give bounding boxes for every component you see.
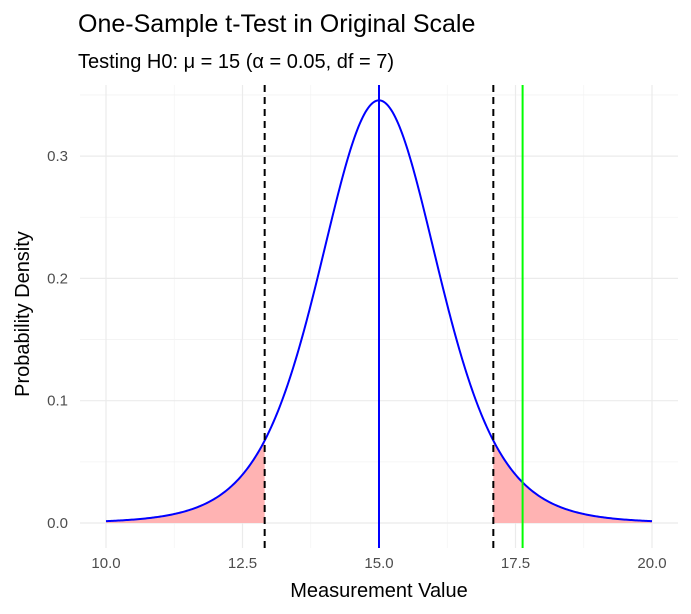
right-rejection-region [493,440,652,523]
x-tick-label: 12.5 [228,555,257,572]
y-axis-title: Probability Density [12,231,34,397]
x-tick-label: 15.0 [364,555,393,572]
y-tick-label: 0.1 [47,393,68,410]
x-tick-label: 20.0 [637,555,666,572]
left-rejection-region [106,440,265,523]
x-tick-label: 17.5 [501,555,530,572]
chart-subtitle: Testing H0: μ = 15 (α = 0.05, df = 7) [78,51,394,73]
x-axis-title: Measurement Value [290,580,468,602]
y-tick-label: 0.2 [47,270,68,287]
chart-title: One-Sample t-Test in Original Scale [78,10,475,38]
x-tick-labels: 10.0 12.5 15.0 17.5 20.0 [91,555,666,572]
reference-lines [263,85,524,548]
y-tick-labels: 0.0 0.1 0.2 0.3 [47,148,68,532]
y-tick-label: 0.0 [47,515,68,532]
x-tick-label: 10.0 [91,555,120,572]
y-tick-label: 0.3 [47,148,68,165]
rejection-regions [106,440,652,523]
